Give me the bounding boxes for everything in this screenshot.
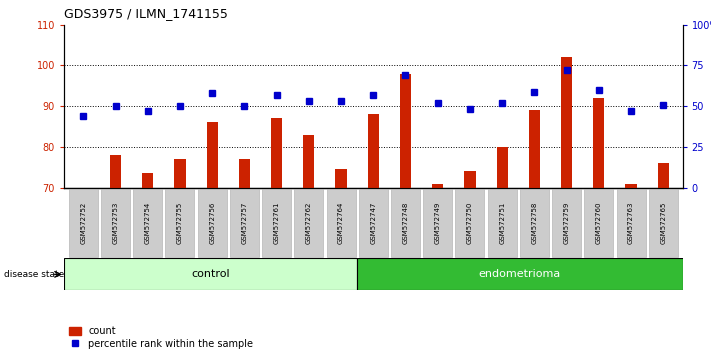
Bar	[561, 57, 572, 188]
Text: GSM572762: GSM572762	[306, 202, 312, 244]
FancyBboxPatch shape	[616, 189, 646, 257]
Text: GSM572761: GSM572761	[274, 202, 279, 244]
Bar	[496, 147, 508, 188]
FancyBboxPatch shape	[326, 189, 356, 257]
FancyBboxPatch shape	[552, 189, 581, 257]
Text: GDS3975 / ILMN_1741155: GDS3975 / ILMN_1741155	[64, 7, 228, 20]
Text: GSM572765: GSM572765	[661, 202, 666, 244]
Text: endometrioma: endometrioma	[479, 269, 561, 279]
FancyBboxPatch shape	[294, 189, 324, 257]
Bar	[207, 122, 218, 188]
Text: GSM572764: GSM572764	[338, 202, 344, 244]
FancyBboxPatch shape	[198, 189, 227, 257]
FancyBboxPatch shape	[230, 189, 259, 257]
Text: disease state: disease state	[4, 270, 64, 279]
Bar	[271, 118, 282, 188]
Text: GSM572756: GSM572756	[209, 202, 215, 244]
FancyBboxPatch shape	[359, 189, 387, 257]
Bar	[400, 74, 411, 188]
FancyBboxPatch shape	[488, 189, 517, 257]
Text: control: control	[191, 269, 230, 279]
FancyBboxPatch shape	[456, 189, 484, 257]
FancyBboxPatch shape	[262, 189, 291, 257]
Text: GSM572755: GSM572755	[177, 202, 183, 244]
Legend: count, percentile rank within the sample: count, percentile rank within the sample	[69, 326, 253, 349]
Bar	[658, 163, 669, 188]
Text: GSM572750: GSM572750	[467, 202, 473, 244]
Text: GSM572760: GSM572760	[596, 202, 602, 244]
FancyBboxPatch shape	[648, 189, 678, 257]
Text: GSM572758: GSM572758	[531, 202, 538, 244]
Bar	[464, 171, 476, 188]
FancyBboxPatch shape	[69, 189, 98, 257]
Bar	[64, 258, 357, 290]
FancyBboxPatch shape	[520, 189, 549, 257]
Bar	[626, 183, 636, 188]
Text: GSM572752: GSM572752	[80, 202, 86, 244]
FancyBboxPatch shape	[133, 189, 162, 257]
Text: GSM572763: GSM572763	[628, 202, 634, 244]
Bar	[368, 114, 379, 188]
Bar	[593, 98, 604, 188]
Bar	[110, 155, 121, 188]
Text: GSM572753: GSM572753	[112, 202, 119, 244]
Bar	[303, 135, 314, 188]
Text: GSM572759: GSM572759	[564, 202, 570, 244]
FancyBboxPatch shape	[101, 189, 130, 257]
FancyBboxPatch shape	[423, 189, 452, 257]
Text: GSM572749: GSM572749	[434, 202, 441, 244]
Text: GSM572757: GSM572757	[242, 202, 247, 244]
Bar	[529, 110, 540, 188]
Bar	[432, 183, 444, 188]
FancyBboxPatch shape	[584, 189, 614, 257]
Bar	[142, 173, 154, 188]
Text: GSM572747: GSM572747	[370, 202, 376, 244]
Text: GSM572748: GSM572748	[402, 202, 409, 244]
Text: GSM572754: GSM572754	[145, 202, 151, 244]
Bar	[239, 159, 250, 188]
Bar	[336, 169, 347, 188]
FancyBboxPatch shape	[166, 189, 195, 257]
FancyBboxPatch shape	[391, 189, 420, 257]
Bar	[174, 159, 186, 188]
Text: GSM572751: GSM572751	[499, 202, 505, 244]
Bar	[357, 258, 683, 290]
